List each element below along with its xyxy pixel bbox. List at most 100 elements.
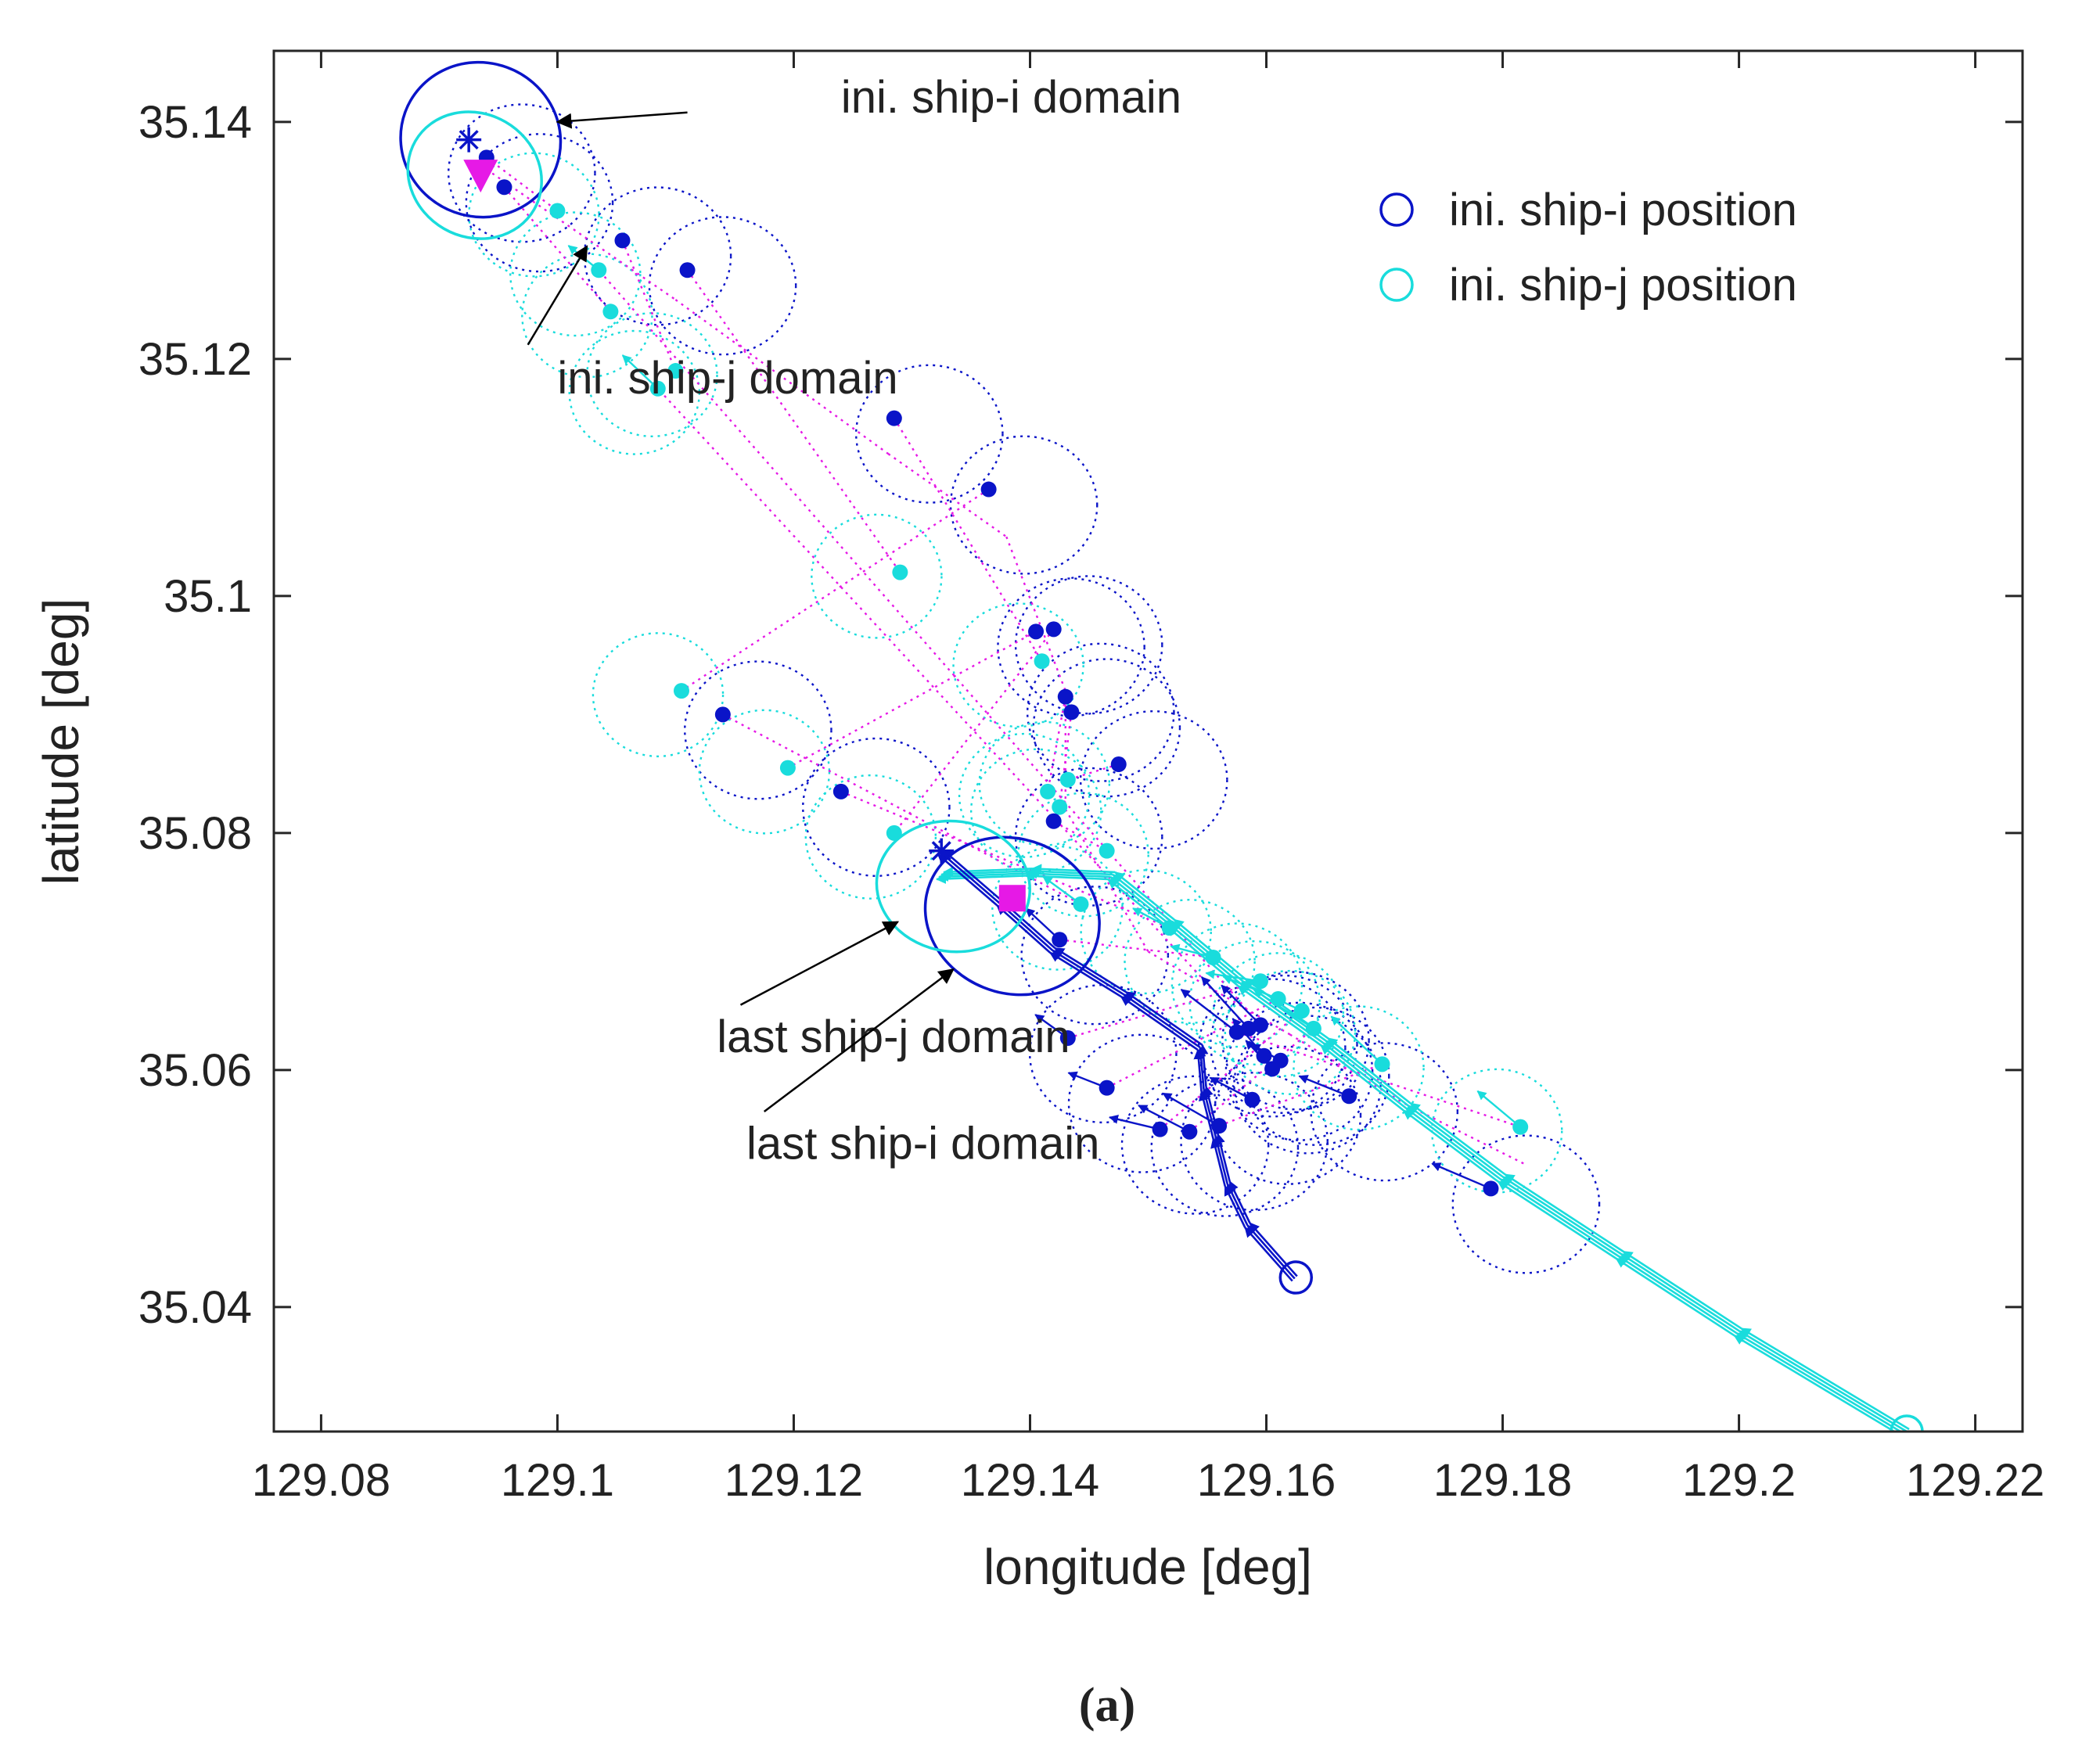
ship-j-waypoint (779, 760, 796, 776)
ship-j-trajectory-segment (1733, 1335, 1897, 1432)
y-axis-title: latitude [deg] (33, 598, 89, 886)
y-tick-label: 35.14 (138, 97, 252, 148)
ship-i-domain-dotted (1241, 1006, 1390, 1146)
pair-last-square-marker (998, 885, 1026, 912)
ship-j-waypoint (602, 304, 619, 320)
legend-label-ship-i: ini. ship-i position (1449, 185, 1797, 235)
star-stroke (931, 841, 951, 861)
ship-j-trajectory-segment (1112, 873, 1173, 923)
ship-i-domain-dotted (684, 660, 832, 800)
pair-link (621, 239, 677, 372)
ship-i-domain-dotted (1213, 1045, 1362, 1185)
ship-i-domain-dotted (1180, 1072, 1329, 1212)
ship-j-domain-dotted (1124, 899, 1256, 1024)
ship-i-domain-dotted (1028, 983, 1178, 1124)
ship-j-trajectory-segment (935, 873, 1026, 884)
ship-i-last-star-marker (929, 838, 955, 864)
ship-i-waypoint (1045, 621, 1062, 638)
legend: ini. ship-i position ini. ship-j positio… (1379, 185, 1797, 311)
ship-i-trajectory-segment (1199, 1090, 1214, 1140)
ship-i-waypoint (1152, 1121, 1168, 1137)
ship-i-domain-dotted (648, 216, 797, 356)
ship-j-trajectory-segment (1031, 864, 1116, 875)
legend-label-ship-j: ini. ship-j position (1449, 260, 1797, 311)
ship-i-waypoint (1272, 1052, 1289, 1069)
ship-i-waypoint (1240, 1020, 1257, 1036)
pair-link (1059, 712, 1073, 807)
ship-i-waypoint (1228, 1024, 1245, 1040)
pair-link (1236, 1031, 1521, 1128)
figure-caption: (a) (1079, 1679, 1135, 1732)
ship-i-domain-dotted (1014, 575, 1163, 715)
ship-j-domain-dotted (1224, 969, 1357, 1095)
ship-j-domain-dotted (804, 774, 937, 900)
ship-j-trajectory-segment (1319, 1044, 1404, 1112)
last-ship-j-domain-ellipse (875, 819, 1031, 954)
pair-link (1059, 939, 1214, 959)
ship-j-trajectory-segment (1109, 875, 1170, 925)
annotation-label: ini. ship-i domain (841, 72, 1181, 123)
ship-i-trajectory-segment (1049, 951, 1122, 998)
ship-j-velocity-arrow (621, 354, 659, 390)
ship-j-domain-dotted (568, 329, 701, 455)
star-stroke (458, 130, 479, 150)
pair-link (1067, 763, 1120, 781)
pair-link (787, 630, 1037, 769)
ship-j-trajectory-segment (1497, 1180, 1617, 1259)
ship-j-trajectory-segment (1615, 1257, 1735, 1337)
ship-j-waypoint (1374, 1056, 1390, 1072)
ship-i-domain-dotted (1310, 1042, 1459, 1182)
ship-j-waypoint (673, 683, 689, 699)
ship-i-trajectory-segment (1215, 1133, 1231, 1182)
ship-j-waypoint (1205, 949, 1221, 965)
ship-i-domain-dotted (447, 103, 596, 243)
ship-j-trajectory-segment (1738, 1330, 1908, 1432)
ship-j-trajectory-segment (1409, 1102, 1506, 1176)
ship-i-waypoint (980, 481, 997, 498)
ship-i-waypoint (1252, 1017, 1268, 1033)
ship-j-waypoint (1305, 1020, 1321, 1036)
ship-i-domain-dotted (1150, 1077, 1300, 1217)
ship-i-domain-dotted (465, 133, 614, 273)
ship-i-waypoint (1052, 932, 1068, 948)
ship-i-trajectory-segment (1124, 990, 1203, 1047)
annotation-layer: ini. ship-i domain ini. ship-j domain last… (527, 72, 1181, 1169)
ship-i-trajectory-segment (1054, 947, 1127, 993)
ship-i-domain-dotted (802, 737, 951, 877)
last-ship-i-domain-ellipse (923, 835, 1101, 997)
y-tick-label: 35.04 (138, 1282, 252, 1333)
ship-i-trajectory-segment (1198, 1044, 1209, 1087)
ship-j-domain-dotted (1293, 1005, 1425, 1131)
ship-i-trajectory-segment (1228, 1180, 1251, 1223)
ship-i-trajectory-segment (1249, 1222, 1298, 1277)
ship-j-domain-dotted (811, 513, 943, 639)
ship-j-waypoint (1252, 973, 1268, 990)
ship-j-domain-dotted (952, 602, 1084, 728)
ship-i-waypoint (1099, 1080, 1115, 1096)
pair-link (486, 156, 559, 212)
x-tick-label: 129.1 (501, 1455, 614, 1506)
ship-j-waypoint (892, 564, 908, 580)
ship-i-waypoint (1483, 1180, 1499, 1197)
pair-trajectory (674, 299, 889, 455)
ship-i-waypoint (1059, 1030, 1076, 1047)
ship-j-trajectory-segment (1029, 866, 1113, 877)
pair-link (1188, 1027, 1314, 1133)
ini-ship-i-domain-ellipse (399, 60, 563, 219)
ship-j-trajectory-segment (1504, 1173, 1624, 1252)
ship-j-domain-dotted (509, 211, 642, 337)
ship-i-trajectory-segment (996, 904, 1052, 954)
ship-j-trajectory-segment (1173, 918, 1246, 980)
ship-i-domain-dotted (1224, 1001, 1374, 1141)
ship-i-waypoint (1256, 1047, 1272, 1064)
plot-layer (399, 60, 1924, 1432)
ship-j-start-marker (1890, 1414, 1924, 1432)
ship-j-trajectory-segment (1321, 1042, 1407, 1109)
ship-i-waypoint (1244, 1091, 1260, 1108)
pair-link (656, 387, 1250, 1029)
ship-j-trajectory-segment (1735, 1332, 1903, 1432)
ship-i-domain-dotted (1221, 971, 1370, 1111)
ship-j-waypoint (667, 363, 684, 379)
pair-link (1159, 1010, 1303, 1130)
ship-i-waypoint (1110, 756, 1127, 773)
